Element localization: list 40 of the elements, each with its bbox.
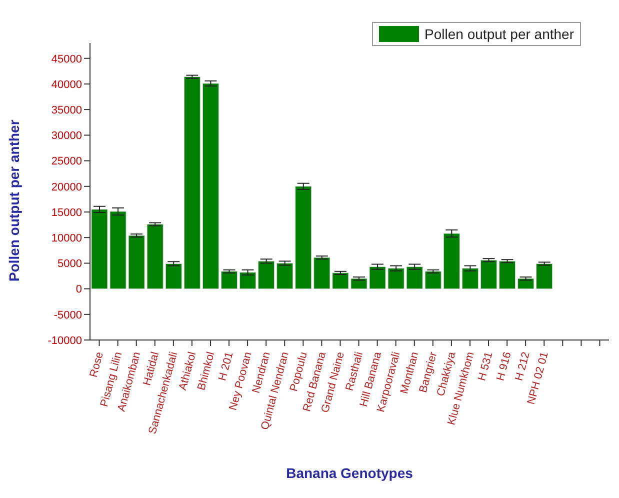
bar xyxy=(536,263,553,290)
bar xyxy=(462,268,478,290)
y-tick-label: 25000 xyxy=(51,156,82,168)
y-tick-label: 0 xyxy=(76,284,82,296)
bar xyxy=(406,266,423,290)
y-tick-label: 10000 xyxy=(51,232,82,244)
y-axis-title: Pollen output per anther xyxy=(6,119,22,282)
bar xyxy=(424,271,442,290)
bar xyxy=(443,233,460,290)
x-axis-title: Banana Genotypes xyxy=(286,465,414,481)
y-tick-label: -10000 xyxy=(48,334,82,347)
x-tick-label: Rose xyxy=(88,350,106,379)
x-tick-label: H 531 xyxy=(476,350,496,382)
y-tick-label: -5000 xyxy=(54,309,82,322)
bar xyxy=(480,260,497,290)
bar xyxy=(258,260,275,290)
y-tick-label: 45000 xyxy=(51,53,82,66)
y-tick-label: 40000 xyxy=(51,78,82,91)
x-tick-label: Rasthali xyxy=(344,350,366,392)
x-tick-label: H 212 xyxy=(513,350,532,382)
bar xyxy=(295,186,312,290)
bar xyxy=(240,272,256,290)
bar xyxy=(518,278,534,290)
legend-label: Pollen output per anther xyxy=(424,26,574,42)
y-tick-label: 30000 xyxy=(51,130,82,142)
bar xyxy=(184,76,200,290)
y-tick-label: 35000 xyxy=(51,104,82,116)
bar xyxy=(165,263,182,290)
bar xyxy=(499,260,516,290)
x-tick-label: Bhimkol xyxy=(196,350,218,392)
y-tick-label: 5000 xyxy=(58,258,82,270)
bar xyxy=(202,83,219,290)
y-tick-label: 15000 xyxy=(51,206,82,219)
x-tick-label: H 916 xyxy=(494,350,514,382)
bar xyxy=(276,262,294,290)
bar xyxy=(220,271,238,290)
bar xyxy=(146,224,164,290)
y-tick-label: 20000 xyxy=(51,181,82,194)
bar xyxy=(314,257,330,290)
x-tick-label: H 201 xyxy=(216,350,236,382)
